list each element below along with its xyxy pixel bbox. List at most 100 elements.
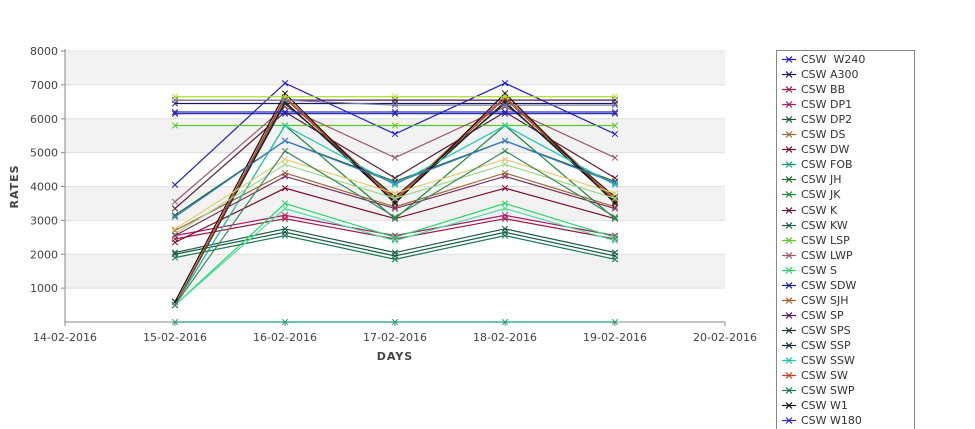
legend-item: CSW K <box>777 203 914 218</box>
y-tick-label: 7000 <box>30 79 58 92</box>
legend-marker-icon <box>782 398 796 413</box>
legend-marker-icon <box>782 97 796 112</box>
legend-marker-icon <box>782 233 796 248</box>
data-point <box>171 108 179 116</box>
data-point <box>171 122 179 129</box>
legend-marker-icon <box>782 218 796 233</box>
data-point <box>281 200 289 207</box>
legend-item: CSW W180 <box>777 413 914 428</box>
legend-item: CSW DW <box>777 142 914 157</box>
data-point <box>501 200 509 207</box>
x-tick-label: 19-02-2016 <box>583 331 647 344</box>
legend-marker-icon <box>782 248 796 263</box>
legend-marker-icon <box>782 52 796 67</box>
data-point <box>171 254 179 261</box>
data-point <box>611 232 619 239</box>
data-point <box>611 179 619 187</box>
legend-item: CSW JK <box>777 187 914 202</box>
legend-marker-icon <box>782 263 796 278</box>
data-point <box>281 156 289 163</box>
data-point <box>391 174 399 182</box>
data-point <box>501 122 509 129</box>
legend-label: CSW DP2 <box>801 113 853 127</box>
data-point <box>611 200 619 207</box>
legend-marker-icon <box>782 353 796 368</box>
data-point <box>611 130 619 138</box>
legend-item: CSW LWP <box>777 248 914 263</box>
legend-marker-icon <box>782 203 796 218</box>
legend-item: CSW SJH <box>777 293 914 308</box>
legend-marker-icon <box>782 383 796 398</box>
legend-item: CSW S <box>777 263 914 278</box>
data-point <box>611 108 619 116</box>
legend-item: CSW LSP <box>777 233 914 248</box>
data-point <box>171 225 179 232</box>
data-point <box>281 137 289 144</box>
legend-marker-icon <box>782 187 796 202</box>
legend-item: CSW SW <box>777 368 914 383</box>
data-point <box>611 122 619 129</box>
legend-marker-icon <box>782 172 796 187</box>
data-point <box>281 212 289 219</box>
legend-label: CSW S <box>801 263 838 277</box>
legend-label: CSW JH <box>801 173 842 187</box>
legend-label: CSW SJH <box>801 293 849 307</box>
legend-label: CSW KW <box>801 218 848 232</box>
data-point <box>281 108 289 116</box>
x-tick-label: 16-02-2016 <box>253 331 317 344</box>
data-point <box>391 190 399 197</box>
x-tick-label: 15-02-2016 <box>143 331 207 344</box>
data-point <box>391 200 399 207</box>
data-point <box>281 96 289 104</box>
legend-marker-icon <box>782 112 796 127</box>
data-point <box>501 102 509 109</box>
legend-label: CSW DW <box>801 143 850 157</box>
data-point <box>391 205 399 212</box>
grid-band <box>65 118 725 153</box>
y-tick-label: 8000 <box>30 45 58 58</box>
data-point <box>391 215 399 222</box>
data-point <box>281 185 289 192</box>
data-point <box>611 195 619 202</box>
legend-label: CSW SWP <box>801 384 855 398</box>
legend-item: CSW SPS <box>777 323 914 338</box>
data-point <box>391 256 399 263</box>
legend-item: CSW SSP <box>777 338 914 353</box>
grid-band <box>65 288 725 322</box>
legend-marker-icon <box>782 323 796 338</box>
chart-legend: CSW W240 CSW A300 CSW BB CSW DP1 CSW DP2 CSW … <box>776 50 915 429</box>
data-point <box>611 102 619 109</box>
legend-item: CSW SSW <box>777 353 914 368</box>
data-point <box>391 102 399 109</box>
data-point <box>611 154 619 161</box>
y-tick-label: 1000 <box>30 282 58 295</box>
legend-label: CSW BB <box>801 83 846 97</box>
data-point <box>171 205 179 212</box>
legend-marker-icon <box>782 278 796 293</box>
data-point <box>171 213 179 221</box>
data-point <box>281 205 289 212</box>
data-point <box>391 213 399 221</box>
data-point <box>611 190 619 197</box>
legend-marker-icon <box>782 308 796 323</box>
legend-label: CSW SW <box>801 369 848 383</box>
legend-item: CSW W1 <box>777 398 914 413</box>
legend-label: CSW SP <box>801 308 844 322</box>
data-point <box>391 122 399 129</box>
data-point <box>501 137 509 144</box>
legend-item: CSW A300 <box>777 67 914 82</box>
legend-item: CSW SDW <box>777 278 914 293</box>
data-point <box>611 174 619 182</box>
legend-label: CSW DS <box>801 128 846 142</box>
legend-item: CSW DP1 <box>777 97 914 112</box>
data-point <box>391 179 399 187</box>
x-tick-label: 17-02-2016 <box>363 331 427 344</box>
legend-label: CSW W180 <box>801 414 862 428</box>
data-point <box>611 213 619 221</box>
legend-label: CSW DP1 <box>801 98 853 112</box>
data-point <box>501 173 509 180</box>
y-tick-label: 2000 <box>30 248 58 261</box>
x-tick-label: 20-02-2016 <box>693 331 757 344</box>
data-point <box>391 93 399 100</box>
data-point <box>281 122 289 129</box>
